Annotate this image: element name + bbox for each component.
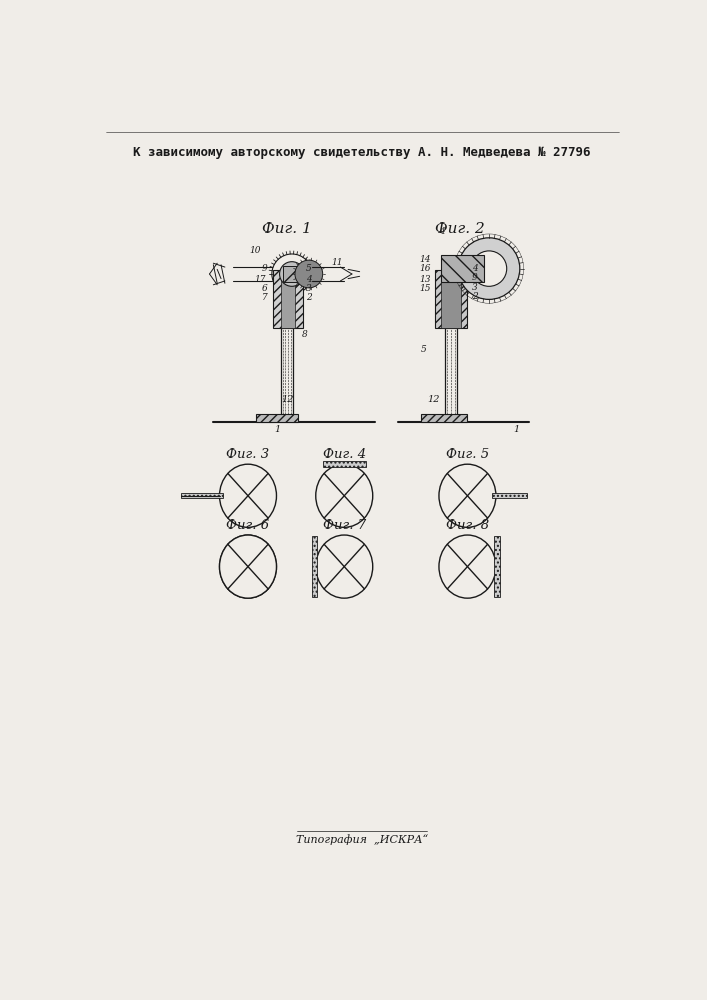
Text: Фиг. 3: Фиг. 3 [226,448,269,461]
Bar [492,493,527,498]
Text: Фиг. 2: Фиг. 2 [435,222,484,236]
Bar [441,255,484,282]
Text: Фиг. 1: Фиг. 1 [262,222,311,236]
Text: Фиг. 8: Фиг. 8 [446,519,489,532]
Text: 2: 2 [305,293,312,302]
Bar [421,414,467,422]
Text: 4: 4 [472,264,478,273]
Text: 4: 4 [305,275,312,284]
Bar [435,270,467,328]
Ellipse shape [439,464,496,527]
Bar [256,414,298,422]
Circle shape [279,262,304,286]
Text: 5: 5 [305,264,312,273]
Ellipse shape [439,535,496,598]
Text: 3: 3 [472,283,478,292]
Text: 9: 9 [262,264,267,273]
Text: Фиг. 4: Фиг. 4 [322,448,366,461]
Ellipse shape [219,464,276,527]
Circle shape [286,268,298,280]
Text: Фиг. 5: Фиг. 5 [446,448,489,461]
Text: Типография  „ИСКРА“: Типография „ИСКРА“ [296,835,428,845]
Circle shape [472,251,507,286]
Text: 2: 2 [472,292,478,301]
Text: 13: 13 [420,275,431,284]
Text: 3: 3 [305,284,312,293]
Bar [324,461,366,466]
Text: 12: 12 [427,395,440,404]
Text: Фиг. 7: Фиг. 7 [322,519,366,532]
Circle shape [458,238,520,299]
Text: Фиг. 6: Фиг. 6 [226,519,269,532]
Text: 4: 4 [439,227,445,236]
Text: 8: 8 [302,330,308,339]
Text: 11: 11 [331,258,343,267]
Text: 6: 6 [262,284,267,293]
Text: 9: 9 [472,273,478,282]
Bar [246,536,251,597]
Text: 16: 16 [420,264,431,273]
Ellipse shape [219,535,276,598]
Text: 10: 10 [250,246,261,255]
Bar [312,536,317,597]
Text: 1: 1 [274,425,281,434]
Text: 17: 17 [255,275,266,284]
Bar [283,266,301,282]
Bar [281,270,295,328]
Bar [274,270,303,328]
Ellipse shape [316,535,373,598]
Text: 15: 15 [420,284,431,293]
Text: 7: 7 [262,293,267,302]
Circle shape [295,260,322,288]
Text: 1: 1 [514,425,520,434]
Text: 12: 12 [281,395,293,404]
Ellipse shape [219,535,276,598]
Bar [494,536,500,597]
Bar [181,493,223,498]
Text: 5: 5 [421,345,426,354]
Text: 14: 14 [420,255,431,264]
Text: К зависимому авторскому свидетельству А. Н. Медведева № 27796: К зависимому авторскому свидетельству А.… [133,146,591,159]
Bar [441,270,461,328]
Ellipse shape [316,464,373,527]
